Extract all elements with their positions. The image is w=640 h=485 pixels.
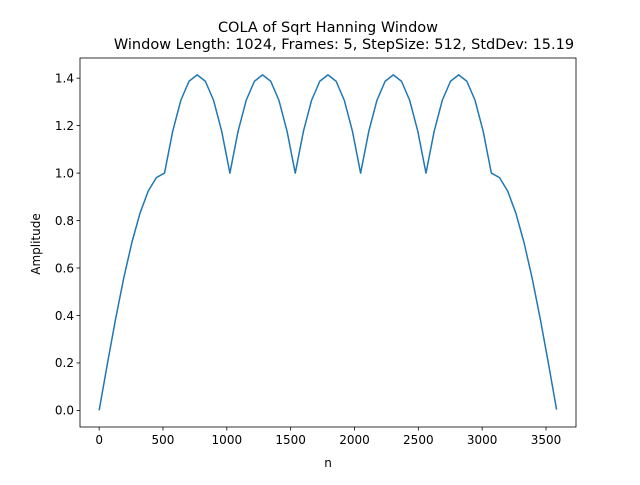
x-axis-label: n [324,456,332,470]
x-tick-label: 1500 [275,433,306,447]
series-line-0 [98,74,558,411]
y-tick-label: 0.0 [55,404,74,418]
x-tick-label: 0 [95,433,103,447]
y-tick-label: 0.4 [55,309,74,323]
y-tick-label: 0.8 [55,214,74,228]
y-tick-label: 1.0 [55,166,74,180]
y-tick-label: 0.2 [55,356,74,370]
y-tick-label: 0.6 [55,261,74,275]
x-tick-label: 500 [152,433,175,447]
x-tick-label: 2000 [339,433,370,447]
chart-title: COLA of Sqrt Hanning Window [218,20,438,36]
x-tick-label: 2500 [403,433,434,447]
y-tick-label: 1.4 [55,71,74,85]
x-tick-label: 3000 [467,433,498,447]
chart-subtitle: Window Length: 1024, Frames: 5, StepSize… [114,37,574,53]
y-tick-label: 1.2 [55,119,74,133]
y-axis-label: Amplitude [29,213,43,275]
axes-frame [79,57,577,428]
x-tick-label: 3500 [531,433,562,447]
x-tick-label: 1000 [212,433,243,447]
plot-area: 0 500 1000 1500 2000 2500 3000 3500 0.0 0.2 0.4 0.6… [55,57,577,447]
